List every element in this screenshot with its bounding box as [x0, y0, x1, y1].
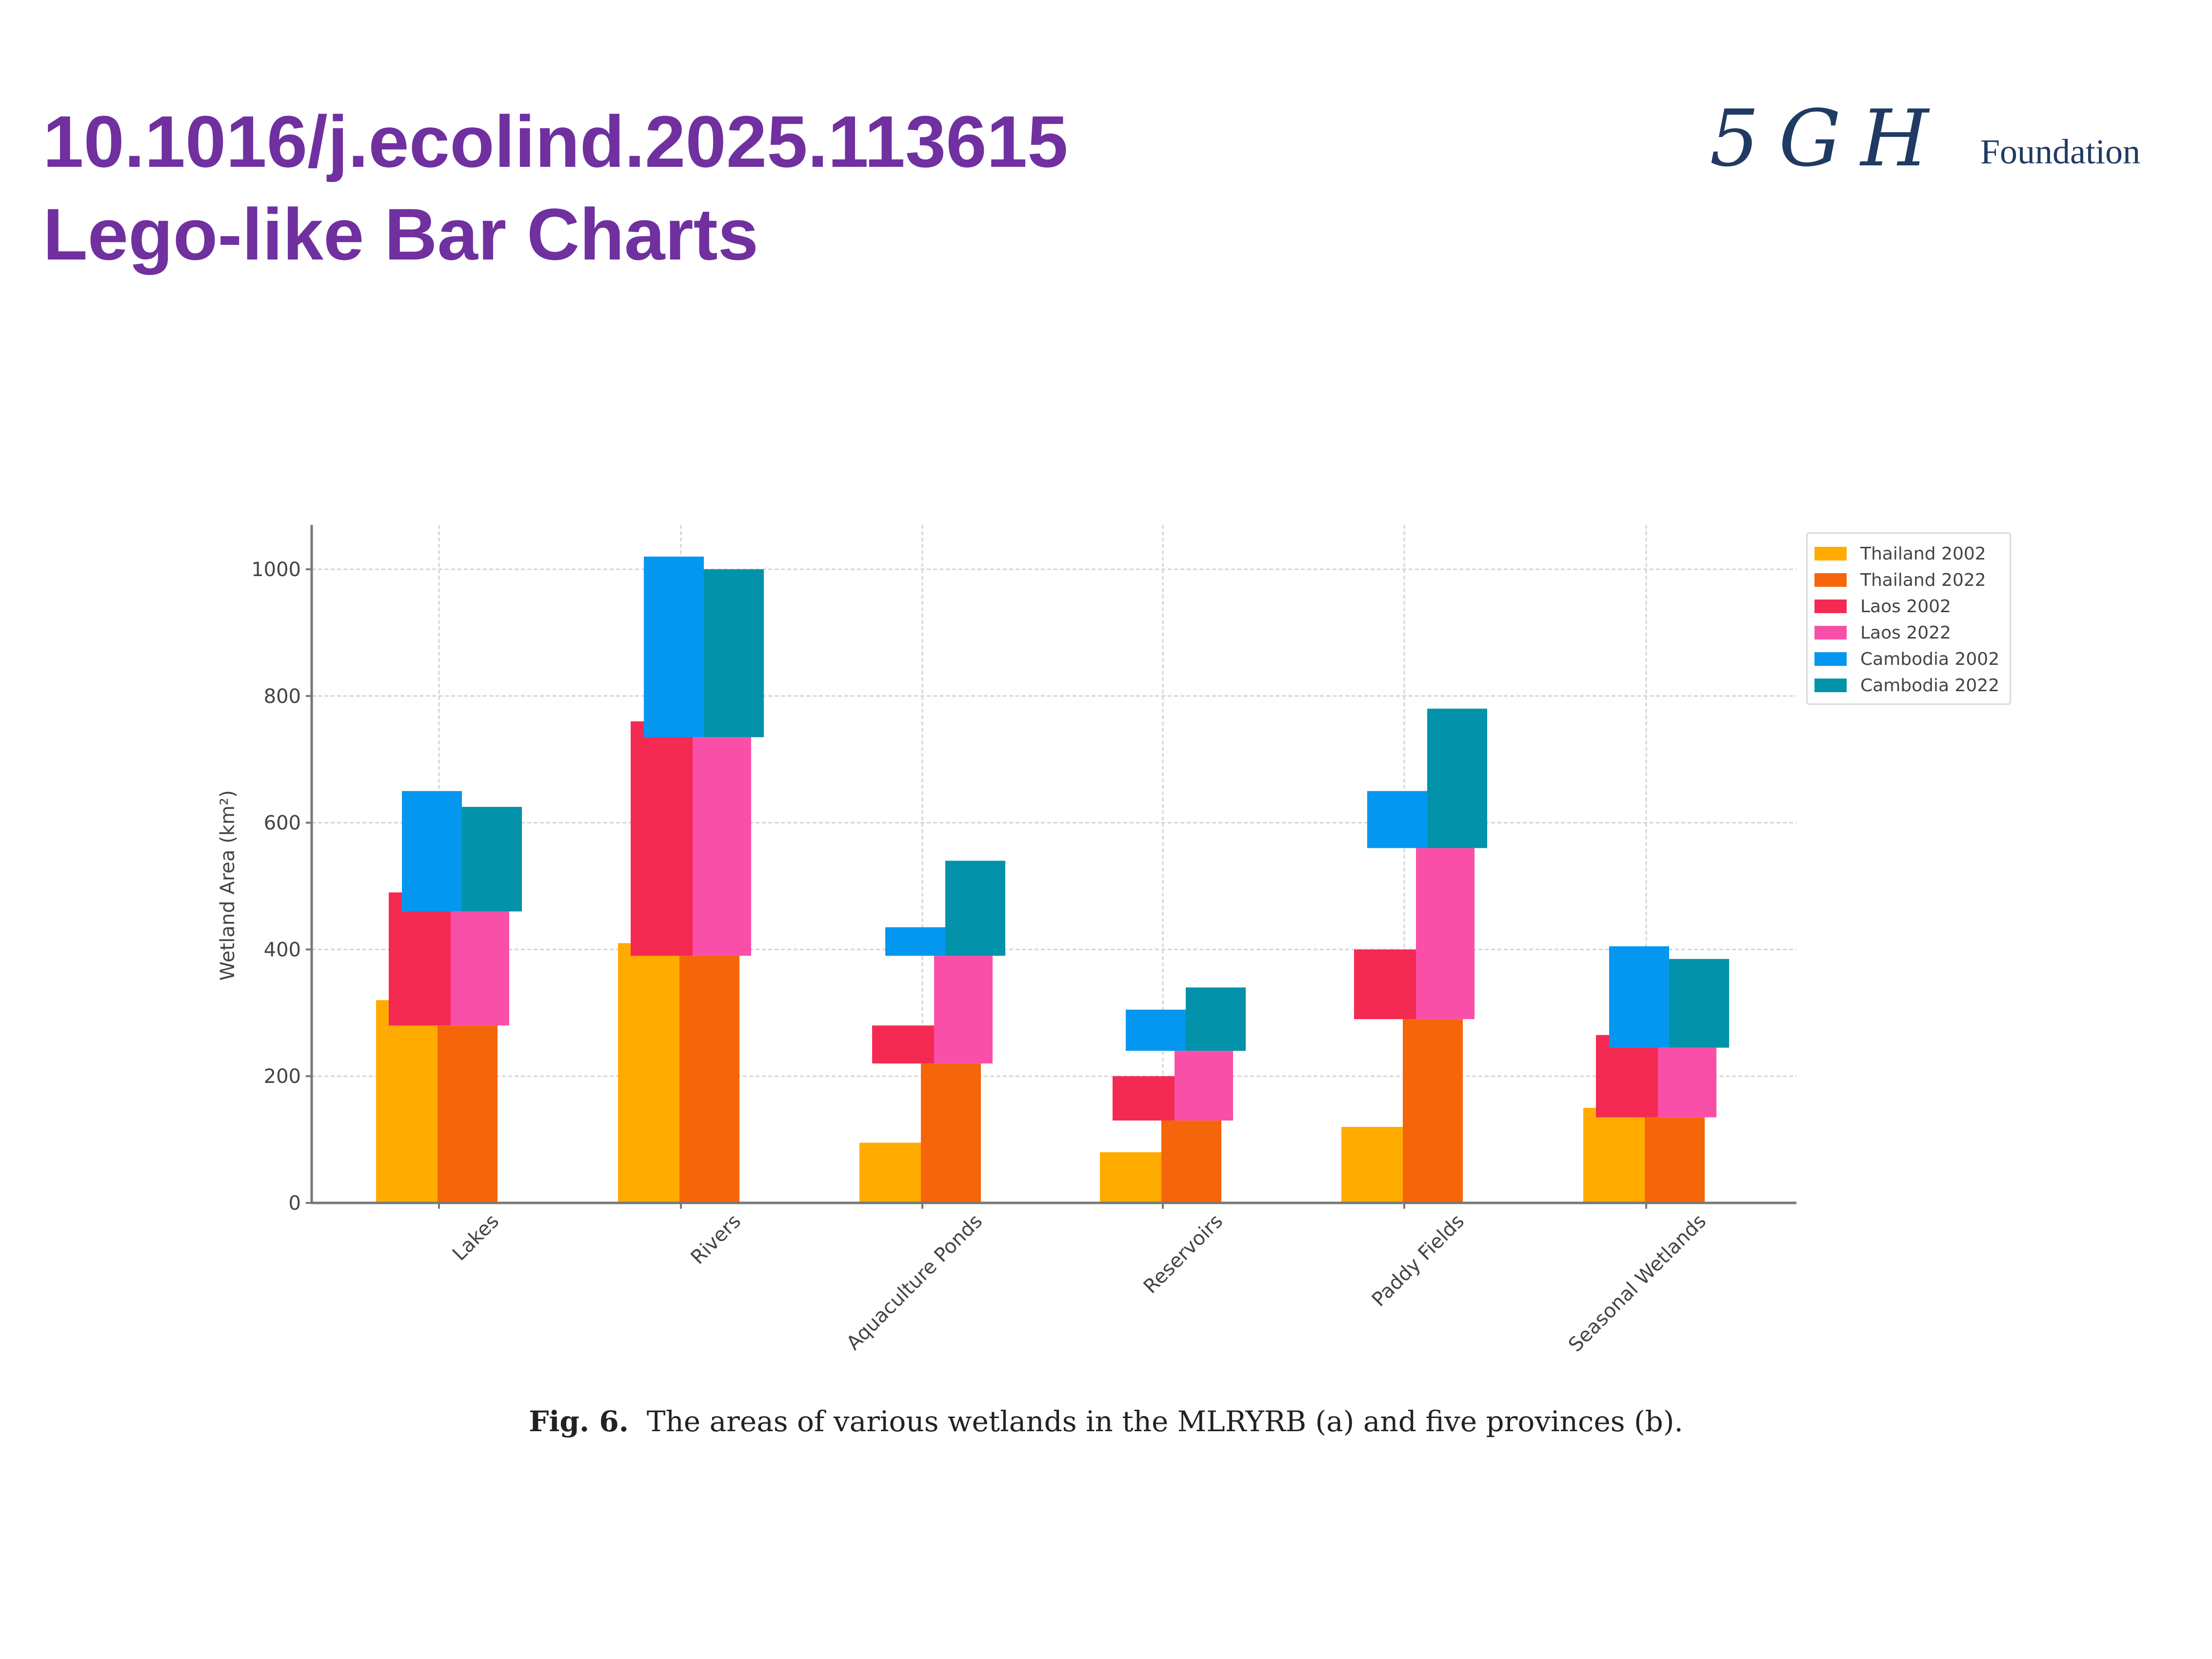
legend-item: Cambodia 2002 [1808, 646, 2010, 672]
bar-laos-2002-rivers [631, 721, 693, 956]
gridlines [312, 525, 1796, 1203]
bar-cambodia-2002-lakes [402, 791, 462, 912]
bar-thailand-2002-lakes [376, 1000, 438, 1203]
bar-cambodia-2022-reservoirs [1186, 987, 1246, 1051]
legend-label: Cambodia 2022 [1860, 675, 2000, 696]
bar-cambodia-2002-seasonal-wetlands [1609, 946, 1669, 1048]
figure-caption: Fig. 6. The areas of various wetlands in… [0, 1405, 2212, 1438]
bar-cambodia-2002-rivers [644, 557, 704, 738]
x-tick-label: Rivers [687, 1210, 746, 1269]
legend: Thailand 2002 Thailand 2022 Laos 2002 Laos … [1806, 532, 2011, 705]
logo: 5GH Foundation [1710, 93, 2173, 190]
bar-laos-2022-paddy-fields [1416, 848, 1475, 1019]
bar-laos-2022-reservoirs [1175, 1051, 1233, 1121]
legend-item: Thailand 2022 [1808, 567, 2010, 593]
legend-item: Laos 2022 [1808, 620, 2010, 646]
x-tick-label: Seasonal Wetlands [1564, 1210, 1711, 1357]
y-tick-label: 200 [264, 1065, 301, 1088]
legend-swatch [1814, 626, 1847, 640]
x-tick-label: Aquaculture Ponds [842, 1210, 987, 1355]
bar-thailand-2022-paddy-fields [1403, 1019, 1463, 1203]
legend-swatch [1814, 652, 1847, 666]
bar-cambodia-2022-seasonal-wetlands [1669, 959, 1729, 1048]
bar-thailand-2002-seasonal-wetlands [1583, 1108, 1645, 1203]
logo-script: 5GH [1710, 93, 1949, 184]
y-tick-label: 400 [264, 939, 301, 961]
x-tick-label: Lakes [448, 1210, 503, 1265]
bar-thailand-2022-lakes [438, 1025, 498, 1203]
y-axis-label: Wetland Area (km²) [217, 790, 239, 981]
axes [310, 525, 1796, 1204]
bar-cambodia-2022-rivers [704, 569, 764, 738]
bar-cambodia-2002-paddy-fields [1367, 791, 1427, 848]
x-tick-label: Paddy Fields [1368, 1210, 1469, 1311]
legend-item: Cambodia 2022 [1808, 672, 2010, 699]
y-ticks: 0 200 400 600 800 1000 [251, 559, 312, 1215]
bars [376, 557, 1729, 1203]
x-ticks: Lakes Rivers Aquaculture Ponds Reservoirs Pa… [438, 1203, 1711, 1357]
caption-text: The areas of various wetlands in the MLR… [646, 1405, 1683, 1438]
bar-thailand-2002-paddy-fields [1341, 1127, 1403, 1203]
bar-laos-2002-seasonal-wetlands [1596, 1035, 1658, 1118]
legend-label: Thailand 2022 [1860, 570, 1986, 590]
bar-thailand-2022-aquaculture-ponds [921, 1063, 981, 1203]
x-tick-label: Reservoirs [1139, 1210, 1227, 1298]
bar-laos-2002-reservoirs [1113, 1076, 1175, 1121]
legend-item: Thailand 2002 [1808, 540, 2010, 567]
legend-label: Cambodia 2002 [1860, 649, 2000, 669]
bar-thailand-2022-seasonal-wetlands [1645, 1117, 1705, 1203]
y-tick-label: 1000 [251, 559, 301, 581]
legend-swatch [1814, 679, 1847, 692]
title-subtitle: Lego-like Bar Charts [43, 193, 759, 275]
title-doi: 10.1016/j.ecolind.2025.113615 [43, 100, 1068, 182]
bar-laos-2002-aquaculture-ponds [872, 1025, 934, 1064]
bar-laos-2022-seasonal-wetlands [1658, 1047, 1716, 1118]
bar-cambodia-2022-lakes [462, 807, 522, 912]
bar-thailand-2022-reservoirs [1161, 1120, 1221, 1203]
bar-laos-2002-lakes [389, 892, 451, 1026]
bar-laos-2002-paddy-fields [1354, 949, 1416, 1019]
bar-laos-2022-lakes [451, 911, 509, 1026]
y-tick-label: 600 [264, 812, 301, 835]
legend-swatch [1814, 573, 1847, 587]
legend-item: Laos 2002 [1808, 593, 2010, 620]
bar-laos-2022-aquaculture-ponds [934, 956, 993, 1064]
legend-swatch [1814, 547, 1847, 560]
bar-thailand-2002-aquaculture-ponds [859, 1142, 921, 1203]
bar-cambodia-2022-paddy-fields [1427, 708, 1487, 848]
bar-thailand-2002-reservoirs [1100, 1152, 1161, 1203]
legend-swatch [1814, 600, 1847, 613]
bar-thailand-2002-rivers [618, 943, 679, 1203]
legend-label: Laos 2002 [1860, 596, 1951, 617]
bar-cambodia-2002-reservoirs [1126, 1009, 1186, 1051]
bar-thailand-2022-rivers [679, 956, 739, 1203]
bar-cambodia-2022-aquaculture-ponds [945, 860, 1005, 956]
bar-laos-2022-rivers [693, 737, 751, 956]
logo-text: Foundation [1980, 132, 2141, 171]
caption-label: Fig. 6. [529, 1405, 629, 1438]
y-tick-label: 0 [289, 1192, 301, 1215]
legend-label: Laos 2022 [1860, 622, 1951, 643]
y-tick-label: 800 [264, 685, 301, 708]
legend-label: Thailand 2002 [1860, 543, 1986, 564]
bar-cambodia-2002-aquaculture-ponds [885, 927, 945, 956]
